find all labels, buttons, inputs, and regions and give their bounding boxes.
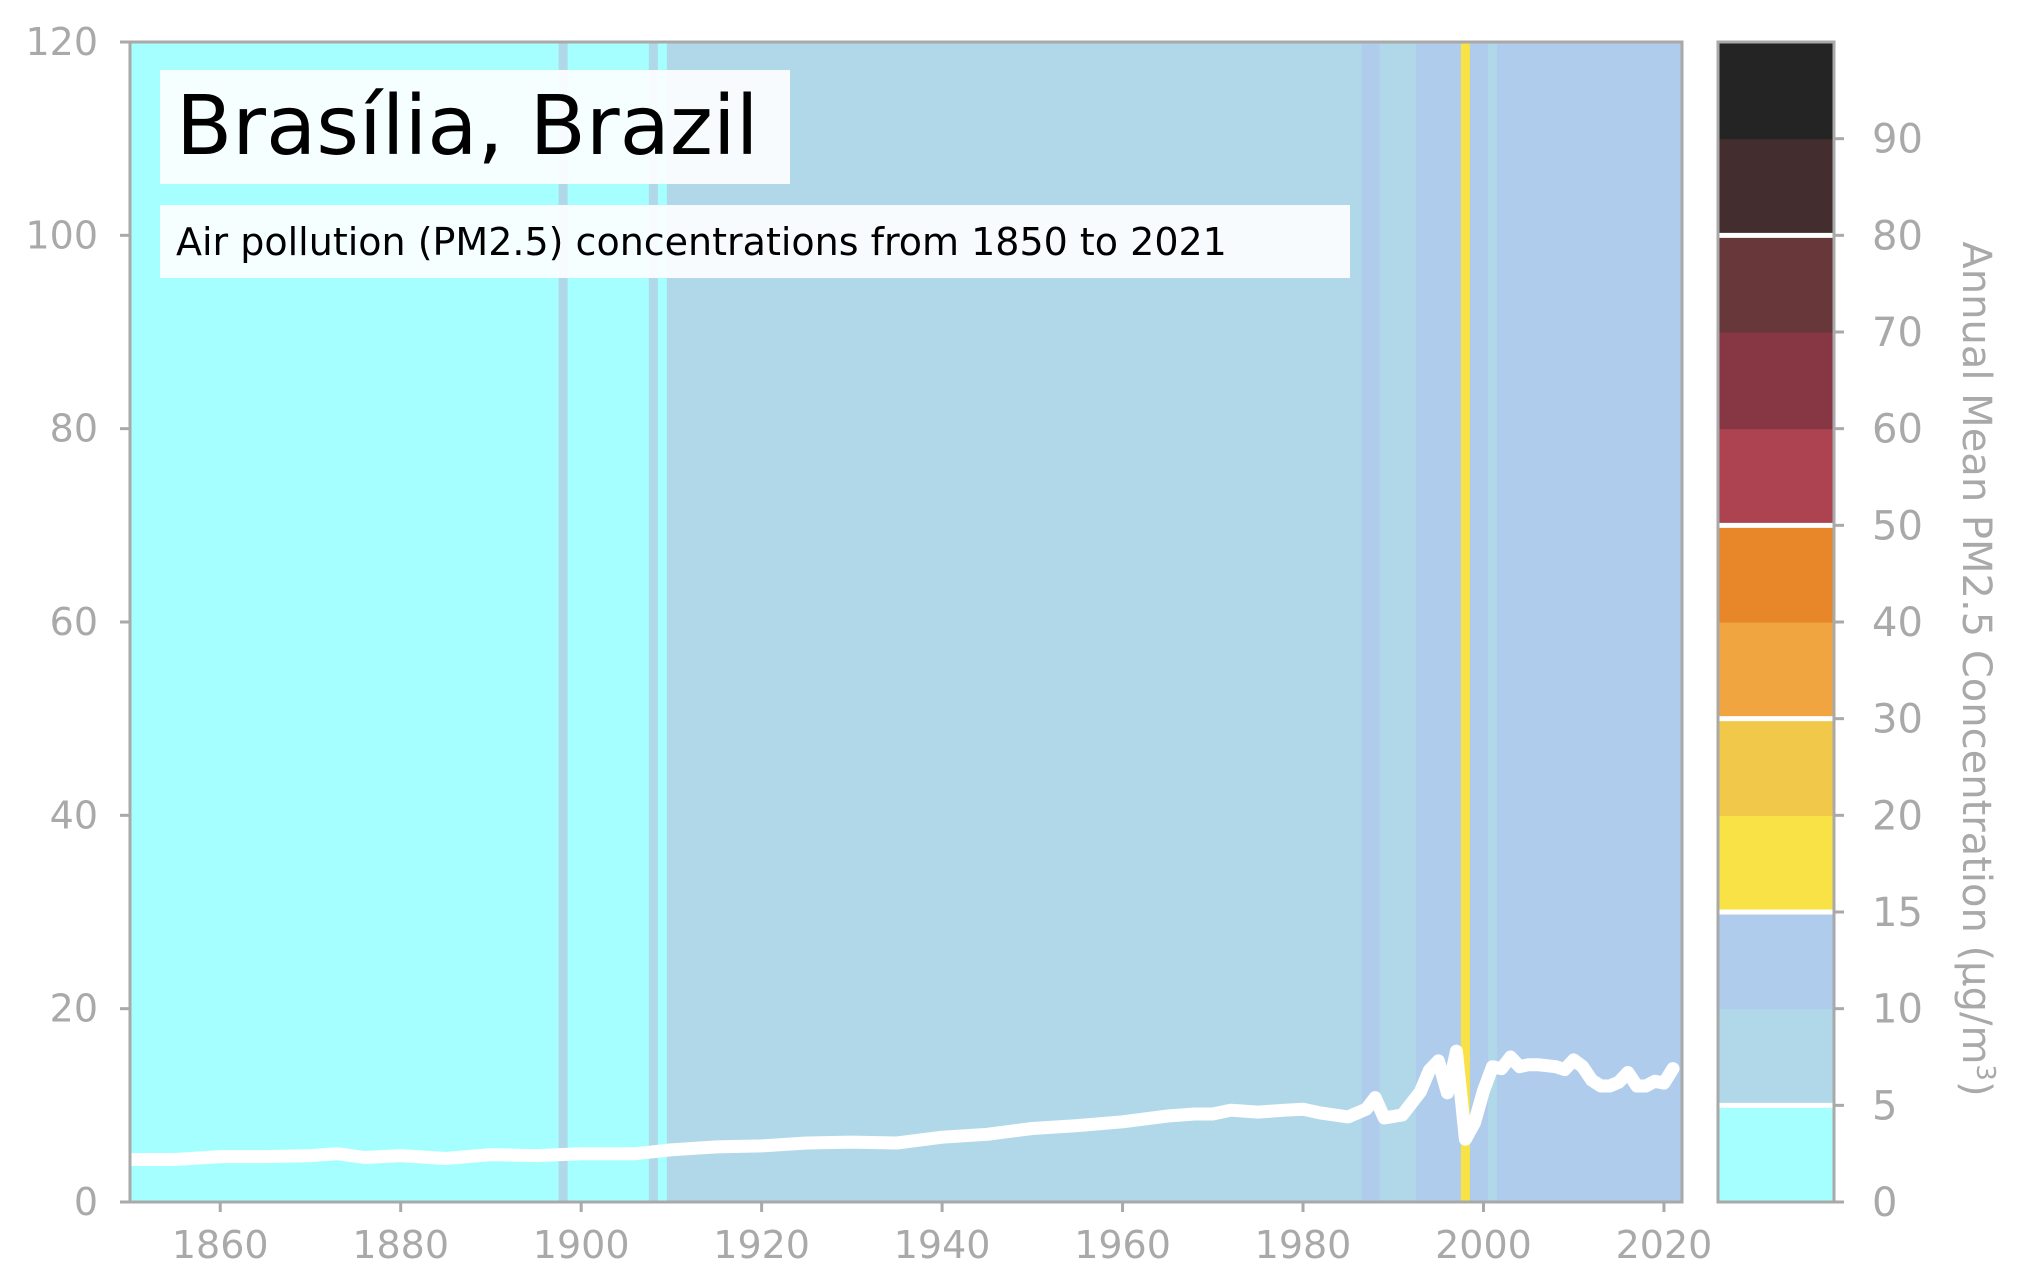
colorbar-segment-0 xyxy=(1718,1105,1834,1203)
y-tick-label-1: 20 xyxy=(50,987,98,1031)
x-tick-label-8: 2020 xyxy=(1616,1223,1713,1267)
colorbar-tick-label-1: 5 xyxy=(1872,1083,1897,1129)
colorbar-tick-label-6: 40 xyxy=(1872,600,1923,646)
colorbar-segment-1 xyxy=(1718,1008,1834,1106)
title-background xyxy=(160,70,790,184)
y-tick-label-0: 0 xyxy=(74,1180,98,1224)
x-tick-label-5: 1960 xyxy=(1074,1223,1171,1267)
colorbar-segment-10 xyxy=(1718,138,1834,236)
background-band-8 xyxy=(1415,42,1462,1202)
x-tick-label-0: 1860 xyxy=(172,1223,269,1267)
colorbar-segment-3 xyxy=(1718,815,1834,913)
colorbar-tick-label-5: 30 xyxy=(1872,697,1923,743)
colorbar-tick-label-9: 70 xyxy=(1872,310,1923,356)
background-band-6 xyxy=(1361,42,1381,1202)
colorbar-segment-8 xyxy=(1718,332,1834,430)
x-tick-label-2: 1900 xyxy=(533,1223,630,1267)
chart-title: Brasília, Brazil xyxy=(176,79,759,174)
pm25-line-layer xyxy=(123,1044,1680,1166)
y-tick-label-5: 100 xyxy=(25,213,98,257)
colorbar-tick-label-8: 60 xyxy=(1872,407,1923,453)
colorbar-tick-label-11: 90 xyxy=(1872,117,1923,163)
colorbar-tick-label-7: 50 xyxy=(1872,503,1923,549)
colorbar-tick-label-3: 15 xyxy=(1872,890,1923,936)
x-tick-label-3: 1920 xyxy=(713,1223,810,1267)
y-tick-label-3: 60 xyxy=(50,600,98,644)
y-axis-ticks: 0 20 40 60 80 100 120 xyxy=(25,20,130,1224)
subtitle-background xyxy=(160,205,1350,278)
colorbar-segment-4 xyxy=(1718,718,1834,816)
colorbar-segment-5 xyxy=(1718,622,1834,720)
background-band-9 xyxy=(1460,42,1471,1202)
colorbar-segment-6 xyxy=(1718,525,1834,623)
background-band-3 xyxy=(648,42,659,1202)
x-tick-label-7: 2000 xyxy=(1435,1223,1532,1267)
title-box: Brasília, Brazil xyxy=(160,70,790,184)
colorbar-ticks: 0 5 10 15 20 30 40 50 60 70 80 90 xyxy=(1834,117,1923,1226)
x-tick-label-6: 1980 xyxy=(1255,1223,1352,1267)
colorbar-tick-label-0: 0 xyxy=(1872,1180,1897,1226)
colorbar-label-close: ) xyxy=(1953,1081,1999,1097)
colorbar-tick-label-10: 80 xyxy=(1872,213,1923,259)
colorbar xyxy=(1716,40,1836,1204)
y-tick-label-4: 80 xyxy=(50,407,98,451)
background-band-10 xyxy=(1469,42,1489,1202)
colorbar-tick-label-4: 20 xyxy=(1872,793,1923,839)
colorbar-label: Annual Mean PM2.5 Concentration (μg/m3) xyxy=(1953,241,2000,1096)
colorbar-tick-label-2: 10 xyxy=(1872,987,1923,1033)
background-band-7 xyxy=(1379,42,1417,1202)
pm25-series-line-0 xyxy=(123,1044,1680,1166)
subtitle-box: Air pollution (PM2.5) concentrations fro… xyxy=(160,205,1350,278)
colorbar-segment-2 xyxy=(1718,912,1834,1010)
colorbar-label-main: Annual Mean PM2.5 Concentration (μg/m xyxy=(1953,241,1999,1064)
colorbar-segment-7 xyxy=(1718,428,1834,526)
chart-subtitle: Air pollution (PM2.5) concentrations fro… xyxy=(176,220,1227,264)
background-band-1 xyxy=(558,42,569,1202)
colorbar-segment-11 xyxy=(1718,42,1834,140)
y-tick-label-6: 120 xyxy=(25,20,98,64)
background-band-4 xyxy=(657,42,668,1202)
x-axis-ticks: 1860 1880 1900 1920 1940 1960 1980 2000 2020 xyxy=(172,1202,1712,1267)
x-tick-label-4: 1940 xyxy=(894,1223,991,1267)
background-band-11 xyxy=(1488,42,1498,1202)
background-band-12 xyxy=(1497,42,1683,1202)
y-tick-label-2: 40 xyxy=(50,793,98,837)
colorbar-segment-9 xyxy=(1718,235,1834,333)
colorbar-label-superscript: 3 xyxy=(1970,1064,2000,1081)
x-tick-label-1: 1880 xyxy=(352,1223,449,1267)
